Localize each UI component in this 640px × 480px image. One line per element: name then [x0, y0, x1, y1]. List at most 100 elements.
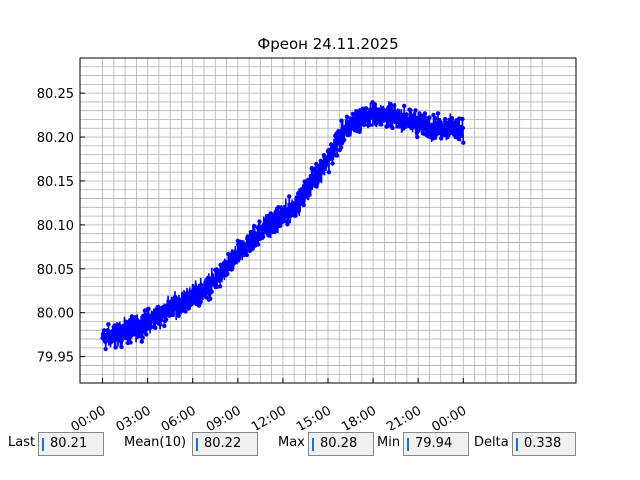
- series-point: [330, 161, 335, 166]
- series-point: [346, 120, 351, 125]
- y-tick-label: 80.05: [37, 263, 74, 278]
- series-point: [456, 136, 461, 142]
- series-point: [367, 122, 373, 128]
- y-tick-label: 80.20: [37, 131, 74, 146]
- x-tick-label: 00:00: [429, 403, 469, 430]
- series-point: [140, 335, 145, 340]
- series-point: [448, 120, 454, 126]
- series-point: [351, 120, 356, 126]
- series-point: [320, 170, 326, 175]
- delta-value-field[interactable]: 0.338: [512, 432, 576, 456]
- series-point: [344, 114, 350, 120]
- series-point: [416, 115, 421, 120]
- series-point: [362, 119, 367, 124]
- series-point: [298, 196, 303, 201]
- series-point: [415, 134, 420, 140]
- series-point: [457, 116, 462, 121]
- x-tick-label: 15:00: [294, 403, 334, 430]
- series-point: [354, 109, 360, 114]
- series-point: [397, 124, 402, 129]
- series-point: [103, 346, 108, 352]
- series-point: [158, 322, 163, 327]
- series-point: [413, 108, 418, 113]
- series-point: [301, 202, 306, 208]
- y-tick-label: 80.00: [37, 307, 74, 322]
- series-point: [392, 103, 397, 108]
- mean-value-field[interactable]: 80.22: [192, 432, 258, 456]
- series-point: [168, 309, 174, 314]
- series-point: [427, 115, 432, 120]
- series-point: [350, 111, 355, 117]
- series-point: [388, 102, 393, 107]
- series-point: [290, 201, 295, 206]
- series-point: [439, 136, 444, 141]
- series-point: [287, 194, 292, 199]
- series-point: [162, 323, 167, 329]
- series-point: [313, 166, 318, 171]
- series-point: [112, 323, 117, 328]
- series-point: [198, 299, 203, 304]
- series-point: [109, 338, 115, 344]
- series-point: [135, 317, 140, 323]
- last-value-field[interactable]: 80.21: [38, 432, 104, 456]
- series-point: [356, 125, 362, 131]
- series-point: [145, 325, 151, 330]
- y-axis: 79.95 80.00 80.05 80.10 80.15 80.20 80.25: [37, 87, 85, 366]
- series-point: [390, 125, 395, 131]
- series-point: [235, 238, 240, 244]
- series-point: [113, 345, 118, 350]
- series-point: [365, 115, 370, 121]
- min-value-field[interactable]: 79.94: [403, 432, 469, 456]
- series-point: [429, 122, 434, 128]
- series-point: [282, 218, 287, 224]
- series-point: [278, 223, 283, 229]
- series-point: [357, 129, 362, 134]
- series-point: [435, 111, 441, 116]
- y-tick-label: 80.10: [37, 219, 74, 234]
- series-point: [344, 124, 349, 129]
- series-point: [438, 119, 443, 125]
- series-point: [402, 124, 408, 130]
- chart-title: Фреон 24.11.2025: [257, 35, 398, 53]
- series-point: [461, 140, 466, 145]
- series-point: [225, 271, 230, 276]
- series-point: [199, 283, 204, 288]
- series-point: [361, 122, 367, 128]
- series-point: [218, 284, 223, 289]
- series-point: [163, 317, 169, 322]
- x-tick-label: 21:00: [384, 403, 424, 430]
- series-point: [423, 118, 428, 123]
- series-point: [449, 116, 455, 121]
- series-point: [460, 116, 465, 122]
- series-point: [336, 129, 341, 134]
- series-point: [389, 116, 395, 122]
- series-point: [329, 156, 335, 161]
- max-value-field[interactable]: 80.28: [308, 432, 374, 456]
- series-point: [314, 184, 319, 189]
- series-point: [425, 122, 431, 128]
- series-point: [276, 205, 281, 210]
- series-point: [413, 119, 419, 124]
- series-point: [408, 108, 413, 113]
- series-point: [255, 242, 261, 247]
- x-tick-label: 18:00: [339, 403, 379, 430]
- series-point: [257, 219, 262, 224]
- series-point: [353, 124, 358, 129]
- series-point: [342, 137, 347, 143]
- series-point: [209, 289, 214, 294]
- series-point: [116, 322, 122, 328]
- series-point: [364, 106, 369, 111]
- series-point: [127, 318, 133, 323]
- series-point: [106, 329, 112, 334]
- x-tick-label: 00:00: [69, 403, 109, 430]
- series-point: [294, 206, 300, 211]
- series-point: [404, 112, 409, 117]
- chart: 00:00 03:00 06:00 09:00 12:00 15:00 18:00 21:00…: [37, 35, 577, 430]
- series-point: [122, 326, 127, 331]
- series-point: [245, 234, 250, 239]
- series-point: [338, 145, 344, 150]
- series-point: [172, 294, 178, 300]
- series-point: [243, 249, 249, 254]
- series-point: [460, 125, 465, 131]
- series-point: [339, 118, 344, 123]
